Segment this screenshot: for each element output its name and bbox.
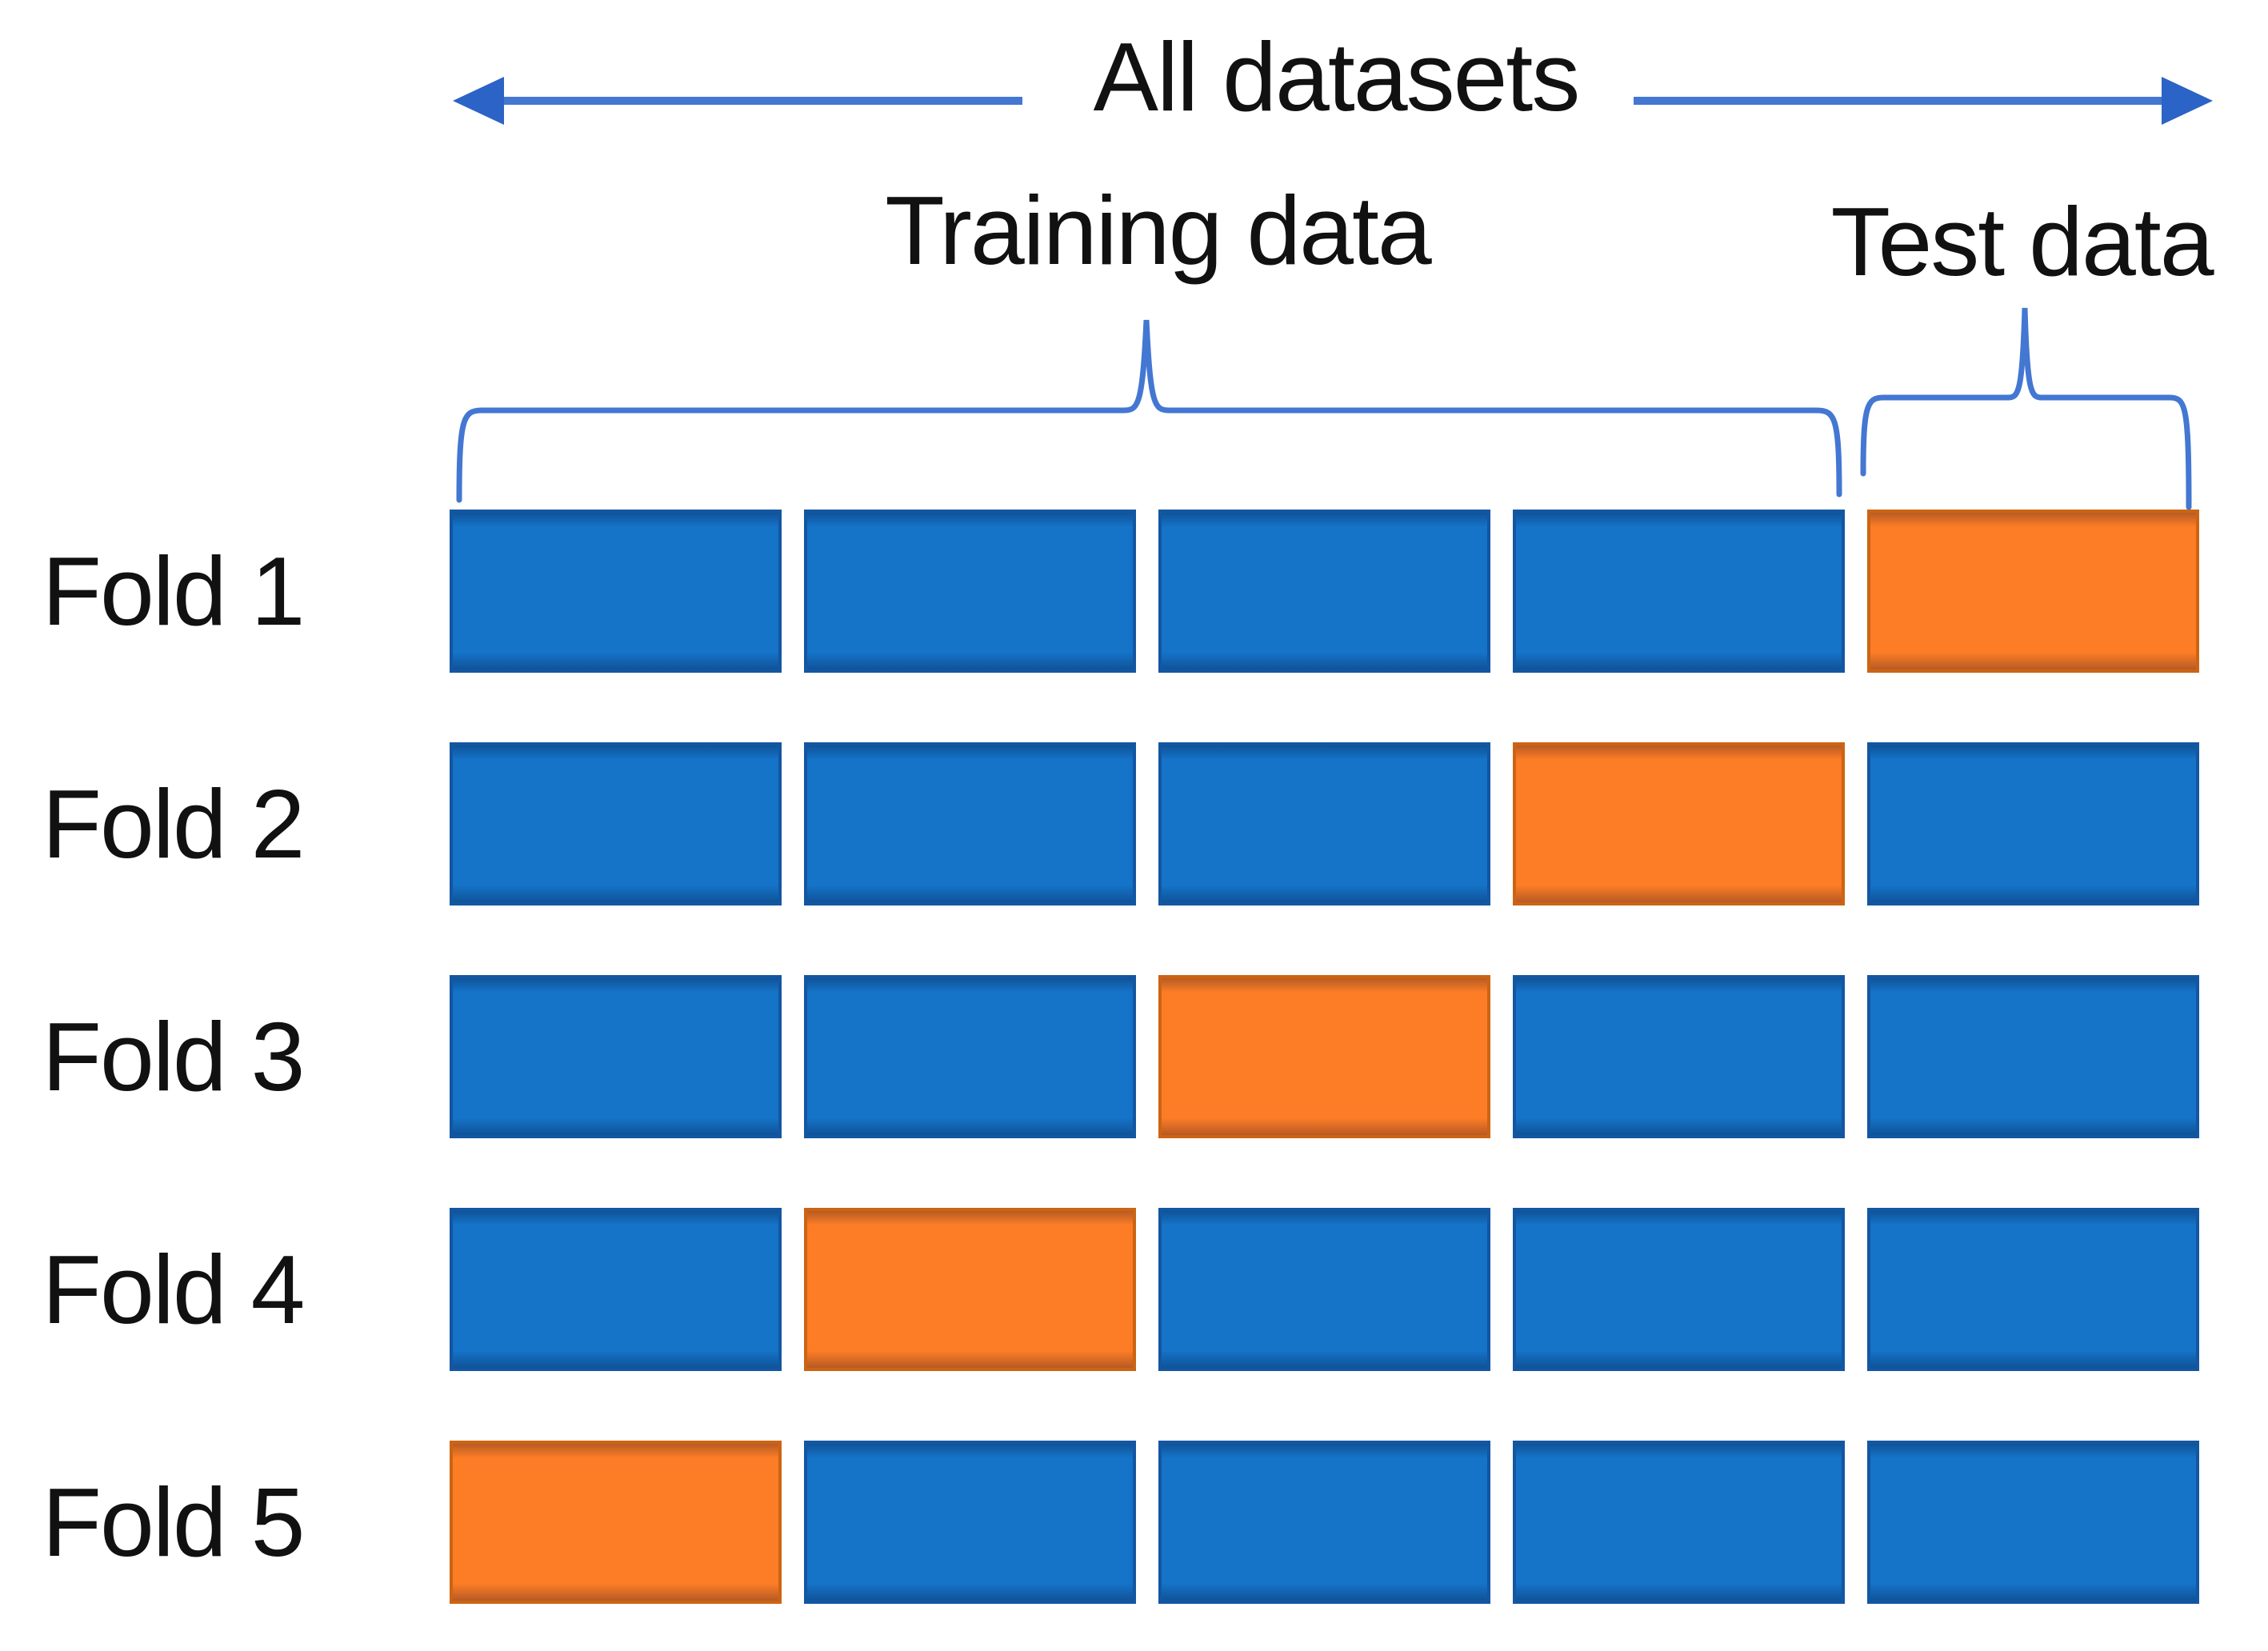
training-data-brace [456,319,1842,503]
train-data-block [1867,742,2199,905]
train-data-block [804,510,1136,673]
test-data-block [1513,742,1845,905]
right-arrowhead-icon [2162,77,2213,125]
train-data-block [804,742,1136,905]
train-data-block [450,1208,782,1371]
test-data-label: Test data [1830,187,2214,296]
train-data-block [1513,1441,1845,1604]
train-data-block [450,510,782,673]
all-datasets-label: All datasets [1093,22,1581,131]
train-data-block [450,742,782,905]
train-data-block [804,1441,1136,1604]
fold-row: Fold 1 [0,510,2268,673]
train-data-block [1158,1208,1490,1371]
left-arrowhead-icon [453,77,504,125]
test-data-block [1158,975,1490,1138]
train-data-block [450,975,782,1138]
fold-row: Fold 5 [0,1441,2268,1604]
train-data-block [804,975,1136,1138]
test-data-block [450,1441,782,1604]
train-data-block [1158,510,1490,673]
train-data-block [1513,1208,1845,1371]
train-data-block [1867,1208,2199,1371]
all-datasets-arrow [453,77,2213,125]
train-data-block [1867,975,2199,1138]
fold-label: Fold 1 [42,537,305,646]
test-data-block [804,1208,1136,1371]
train-data-block [1867,1441,2199,1604]
training-data-label: Training data [885,176,1432,285]
train-data-block [1513,975,1845,1138]
train-data-block [1158,1441,1490,1604]
fold-row: Fold 3 [0,975,2268,1138]
fold-label: Fold 5 [42,1468,305,1577]
fold-label: Fold 2 [42,770,305,878]
fold-row: Fold 4 [0,1208,2268,1371]
fold-row: Fold 2 [0,742,2268,905]
fold-label: Fold 4 [42,1235,305,1344]
test-data-block [1867,510,2199,673]
fold-label: Fold 3 [42,1002,305,1111]
test-data-brace [1860,307,2192,510]
train-data-block [1158,742,1490,905]
train-data-block [1513,510,1845,673]
